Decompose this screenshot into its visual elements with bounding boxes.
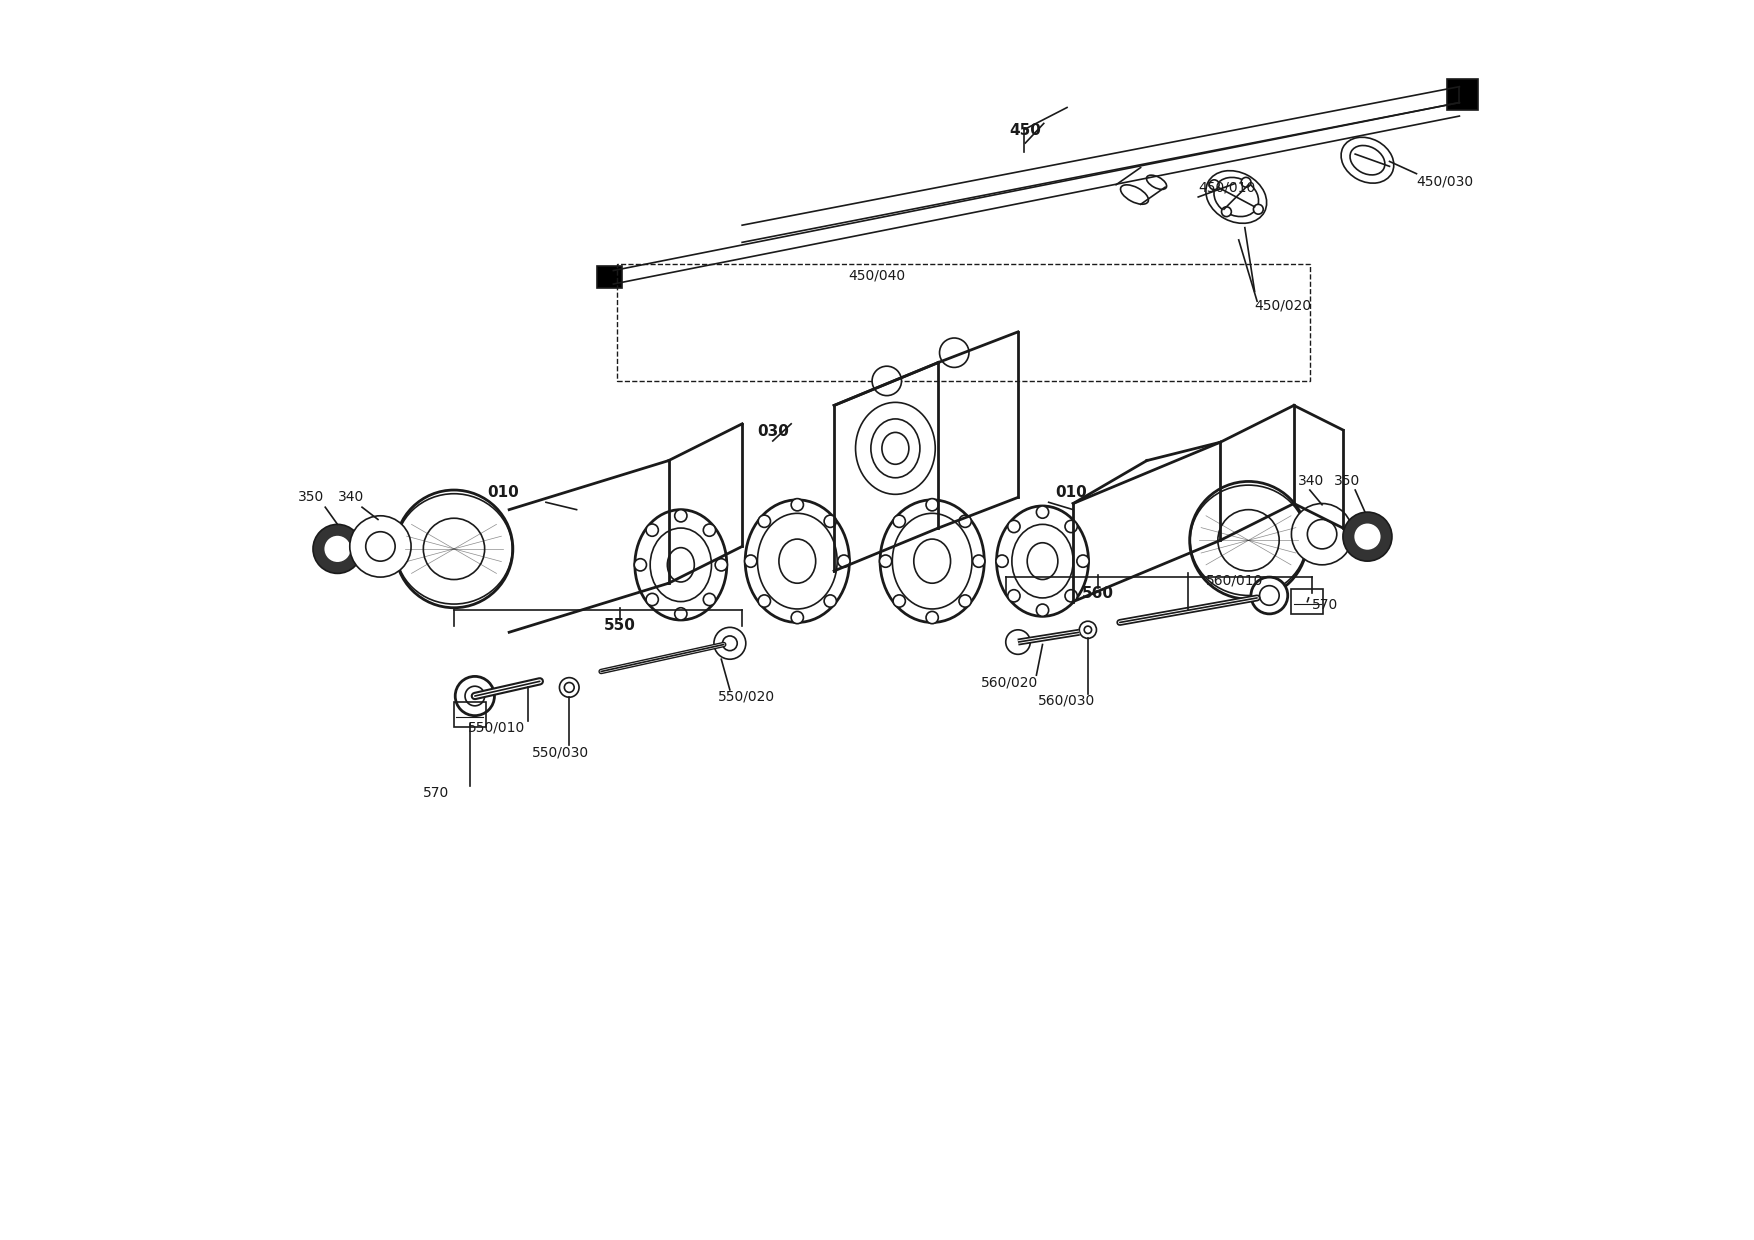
Circle shape bbox=[1189, 481, 1307, 599]
Circle shape bbox=[1077, 556, 1089, 567]
Text: 030: 030 bbox=[756, 424, 789, 439]
Circle shape bbox=[872, 366, 902, 396]
Circle shape bbox=[996, 556, 1009, 567]
Circle shape bbox=[791, 498, 803, 511]
Circle shape bbox=[1254, 205, 1263, 215]
Circle shape bbox=[560, 677, 579, 697]
Circle shape bbox=[1009, 521, 1021, 533]
Text: 010: 010 bbox=[1054, 485, 1086, 500]
Circle shape bbox=[745, 556, 756, 567]
Circle shape bbox=[926, 498, 938, 511]
Bar bbox=[617, 264, 1310, 381]
Text: 450/020: 450/020 bbox=[1254, 299, 1312, 312]
Text: 450: 450 bbox=[1009, 123, 1042, 138]
Circle shape bbox=[1356, 525, 1380, 549]
Circle shape bbox=[1005, 630, 1030, 655]
Circle shape bbox=[824, 595, 837, 608]
Text: 350: 350 bbox=[1335, 474, 1361, 487]
Circle shape bbox=[367, 532, 395, 562]
Circle shape bbox=[1065, 590, 1077, 601]
Circle shape bbox=[716, 559, 728, 570]
Circle shape bbox=[879, 556, 891, 567]
Text: 450/040: 450/040 bbox=[849, 268, 905, 283]
Circle shape bbox=[714, 627, 745, 660]
Circle shape bbox=[1079, 621, 1096, 639]
Circle shape bbox=[324, 537, 349, 562]
Circle shape bbox=[758, 515, 770, 527]
Text: 550/020: 550/020 bbox=[717, 689, 775, 704]
Text: 010: 010 bbox=[488, 485, 519, 500]
Text: 550/010: 550/010 bbox=[468, 720, 526, 734]
Circle shape bbox=[1221, 207, 1231, 217]
Circle shape bbox=[395, 490, 512, 608]
Text: 560: 560 bbox=[1082, 585, 1114, 600]
Text: 340: 340 bbox=[1298, 474, 1324, 487]
Circle shape bbox=[675, 510, 688, 522]
Text: 550/030: 550/030 bbox=[531, 745, 589, 759]
Circle shape bbox=[1291, 503, 1352, 565]
Circle shape bbox=[1065, 521, 1077, 533]
Circle shape bbox=[312, 525, 361, 573]
Text: 570: 570 bbox=[423, 785, 449, 800]
Circle shape bbox=[465, 686, 484, 706]
Circle shape bbox=[1037, 506, 1049, 518]
Text: 560/030: 560/030 bbox=[1038, 693, 1096, 708]
Circle shape bbox=[1307, 520, 1337, 549]
Text: 560/010: 560/010 bbox=[1205, 573, 1263, 588]
Text: 550: 550 bbox=[603, 618, 635, 632]
Circle shape bbox=[1037, 604, 1049, 616]
Circle shape bbox=[824, 515, 837, 527]
Circle shape bbox=[1084, 626, 1091, 634]
Circle shape bbox=[703, 525, 716, 536]
Text: 560/020: 560/020 bbox=[980, 675, 1038, 689]
Circle shape bbox=[893, 595, 905, 608]
Circle shape bbox=[959, 595, 972, 608]
Circle shape bbox=[645, 594, 658, 605]
Circle shape bbox=[635, 559, 647, 570]
Circle shape bbox=[893, 515, 905, 527]
Circle shape bbox=[973, 556, 986, 567]
Circle shape bbox=[456, 676, 495, 715]
Circle shape bbox=[565, 682, 574, 692]
Text: 570: 570 bbox=[1312, 598, 1338, 611]
Circle shape bbox=[1009, 590, 1021, 601]
Circle shape bbox=[703, 594, 716, 605]
Circle shape bbox=[791, 611, 803, 624]
Circle shape bbox=[1259, 585, 1279, 605]
Text: 450/010: 450/010 bbox=[1198, 181, 1256, 195]
Circle shape bbox=[723, 636, 737, 651]
Circle shape bbox=[940, 339, 968, 367]
Circle shape bbox=[926, 611, 938, 624]
Text: 350: 350 bbox=[298, 490, 324, 503]
Text: 340: 340 bbox=[337, 490, 363, 503]
FancyBboxPatch shape bbox=[598, 265, 623, 288]
Circle shape bbox=[959, 515, 972, 527]
Text: 450/030: 450/030 bbox=[1417, 174, 1473, 188]
Circle shape bbox=[423, 518, 484, 579]
Circle shape bbox=[1251, 577, 1287, 614]
FancyBboxPatch shape bbox=[1447, 79, 1479, 110]
Circle shape bbox=[1217, 510, 1279, 570]
Circle shape bbox=[758, 595, 770, 608]
Circle shape bbox=[1344, 512, 1393, 562]
Circle shape bbox=[1209, 180, 1219, 190]
Circle shape bbox=[838, 556, 851, 567]
Circle shape bbox=[675, 608, 688, 620]
Circle shape bbox=[1242, 177, 1251, 187]
Circle shape bbox=[645, 525, 658, 536]
Circle shape bbox=[349, 516, 410, 577]
